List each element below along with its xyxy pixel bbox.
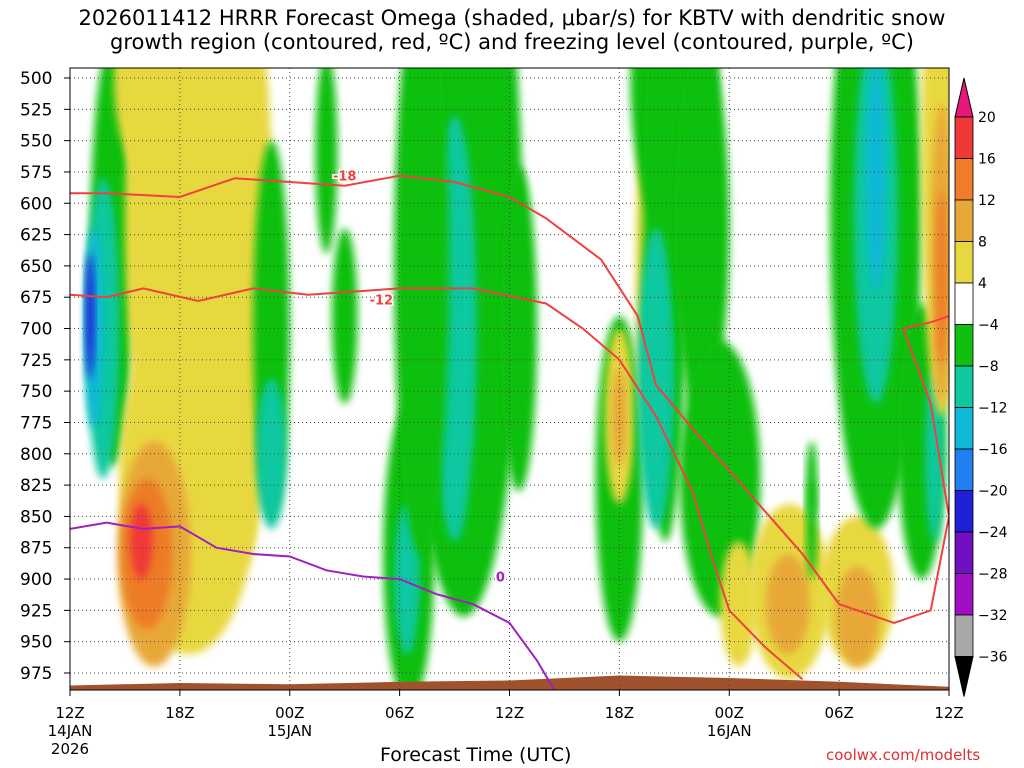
ytick-label-500: 500 bbox=[20, 69, 52, 89]
colorbar-swatch-12 bbox=[954, 573, 974, 616]
xtick-label-24: 12Z bbox=[495, 704, 524, 722]
terrain-ground bbox=[70, 675, 949, 690]
omega-shade-3 bbox=[85, 253, 95, 379]
ytick-label-800: 800 bbox=[20, 445, 52, 465]
chart-title-line2: growth region (contoured, red, ºC) and f… bbox=[110, 30, 914, 54]
colorbar-label-8: −16 bbox=[978, 442, 1008, 458]
colorbar-label-2: 12 bbox=[978, 193, 996, 209]
ytick-label-975: 975 bbox=[20, 664, 52, 684]
contour-lines: -18 -12 0 bbox=[70, 168, 949, 690]
x-axis-title: Forecast Time (UTC) bbox=[380, 744, 572, 766]
xtick-date-12: 15JAN bbox=[267, 722, 312, 740]
colorbar-swatch-9 bbox=[954, 448, 974, 491]
colorbar-label-9: −20 bbox=[978, 484, 1008, 500]
colorbar-label-10: −24 bbox=[978, 525, 1008, 541]
pressure-axis: 500 525 550 575 600 625 650 675 700 725 750 775 800 8… bbox=[20, 69, 70, 684]
colorbar-swatch-6 bbox=[954, 324, 974, 367]
omega-shade-35 bbox=[765, 554, 810, 655]
colorbar-label-7: −12 bbox=[978, 401, 1008, 417]
ytick-label-775: 775 bbox=[20, 413, 52, 433]
xtick-label-0: 12Z bbox=[55, 704, 84, 722]
ytick-label-925: 925 bbox=[20, 601, 52, 621]
omega-shade-21 bbox=[394, 68, 450, 554]
xtick-label-18: 06Z bbox=[385, 704, 414, 722]
ytick-label-525: 525 bbox=[20, 100, 52, 120]
colorbar-swatch-4 bbox=[954, 241, 974, 284]
colorbar-swatch-7 bbox=[954, 365, 974, 408]
ytick-label-700: 700 bbox=[20, 320, 52, 340]
xtick-label-12: 00Z bbox=[275, 704, 304, 722]
contour-1 bbox=[70, 287, 804, 681]
colorbar-label-11: −28 bbox=[978, 567, 1008, 583]
contour-4 bbox=[70, 521, 556, 690]
ytick-label-625: 625 bbox=[20, 226, 52, 246]
colorbar-swatch-5 bbox=[954, 282, 974, 325]
omega-shade-14 bbox=[315, 68, 338, 254]
xtick-label-6: 18Z bbox=[165, 704, 194, 722]
colorbar-swatch-8 bbox=[954, 407, 974, 450]
omega-shade-11 bbox=[198, 68, 254, 241]
ytick-label-675: 675 bbox=[20, 288, 52, 308]
chart-title-line1: 2026011412 HRRR Forecast Omega (shaded, … bbox=[78, 6, 946, 30]
contour-0 bbox=[70, 174, 949, 624]
ytick-label-600: 600 bbox=[20, 194, 52, 214]
omega-shade-9 bbox=[130, 503, 153, 580]
gridlines bbox=[69, 68, 950, 690]
colorbar-swatch-2 bbox=[954, 158, 974, 201]
terrain-area bbox=[70, 675, 949, 690]
xtick-date-0: 14JAN bbox=[48, 722, 93, 740]
colorbar-label-4: 4 bbox=[978, 276, 987, 292]
ytick-label-650: 650 bbox=[20, 257, 52, 277]
xtick-label-42: 06Z bbox=[824, 704, 853, 722]
chart-title: 2026011412 HRRR Forecast Omega (shaded, … bbox=[0, 6, 1024, 54]
xtick-year-0: 2026 bbox=[51, 740, 89, 758]
colorbar-label-1: 16 bbox=[978, 152, 996, 168]
credit-link[interactable]: coolwx.com/modelts bbox=[826, 746, 981, 764]
xtick-label-30: 18Z bbox=[605, 704, 634, 722]
xtick-label-36: 00Z bbox=[715, 704, 744, 722]
colorbar-label-0: 20 bbox=[978, 110, 996, 126]
colorbar-label-12: −32 bbox=[978, 608, 1008, 624]
omega-shade-40 bbox=[866, 68, 885, 291]
omega-shade-47 bbox=[806, 441, 818, 517]
xtick-date-36: 16JAN bbox=[707, 722, 752, 740]
contour-label-0: -18 bbox=[333, 170, 357, 185]
colorbar-swatch-1 bbox=[954, 116, 974, 159]
contour-2 bbox=[902, 315, 949, 330]
colorbar-label-13: −36 bbox=[978, 650, 1008, 666]
omega-shaded-field bbox=[84, 68, 949, 690]
xtick-label-48: 12Z bbox=[934, 704, 963, 722]
contour-label-2: 0 bbox=[496, 571, 505, 586]
ytick-label-550: 550 bbox=[20, 132, 52, 152]
ytick-label-750: 750 bbox=[20, 382, 52, 402]
contour-3 bbox=[902, 328, 949, 517]
colorbar-swatch-11 bbox=[954, 531, 974, 574]
colorbar-label-6: −8 bbox=[978, 359, 999, 375]
omega-shade-13 bbox=[256, 378, 287, 529]
omega-shade-15 bbox=[331, 228, 358, 404]
ytick-label-825: 825 bbox=[20, 476, 52, 496]
colorbar-label-5: −4 bbox=[978, 318, 999, 334]
colorbar-bottom-arrow bbox=[954, 656, 974, 697]
ytick-label-950: 950 bbox=[20, 633, 52, 653]
ytick-label-900: 900 bbox=[20, 570, 52, 590]
ytick-label-725: 725 bbox=[20, 351, 52, 371]
colorbar-swatch-13 bbox=[954, 614, 974, 657]
contour-label-1: -12 bbox=[370, 294, 394, 309]
ytick-label-875: 875 bbox=[20, 539, 52, 559]
omega-shade-31 bbox=[674, 68, 730, 417]
colorbar-label-3: 8 bbox=[978, 235, 987, 251]
omega-colorbar: 20 16 12 8 4 −4 −8 −12 −16 −20 −24 −28 −32 −36 bbox=[954, 77, 1008, 697]
ytick-label-850: 850 bbox=[20, 507, 52, 527]
omega-shade-45 bbox=[936, 190, 948, 367]
colorbar-swatch-10 bbox=[954, 490, 974, 533]
omega-shade-30 bbox=[645, 290, 667, 467]
colorbar-swatch-3 bbox=[954, 199, 974, 242]
ytick-label-575: 575 bbox=[20, 163, 52, 183]
colorbar-top-arrow bbox=[954, 77, 974, 118]
